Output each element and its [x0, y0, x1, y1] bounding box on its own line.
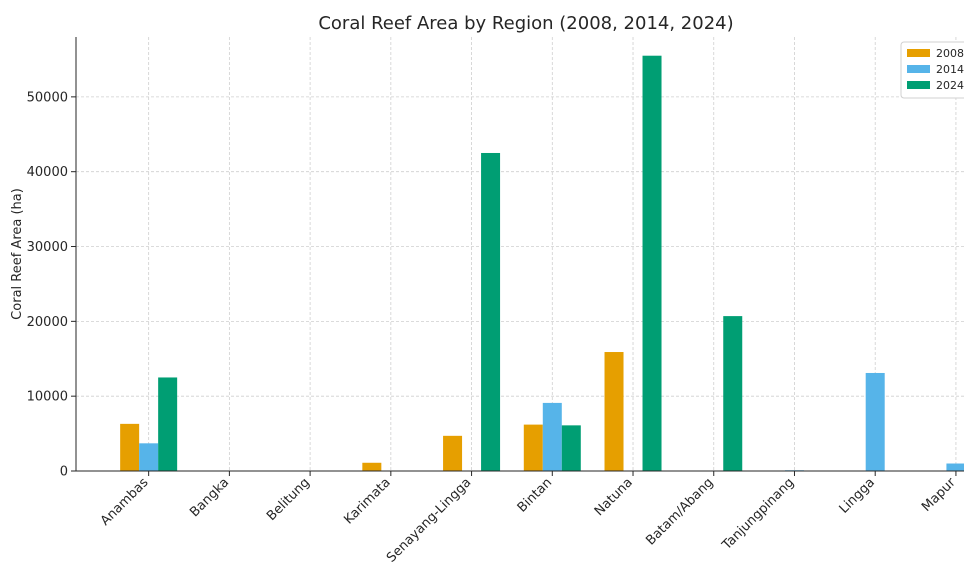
- bar-2024-batam-abang: [723, 316, 743, 471]
- x-axis-ticks: Anambas Bangka Belitung KarimataSenayang-Li…: [98, 471, 959, 565]
- legend-label: 2014: [936, 63, 964, 76]
- x-tick-label: Anambas: [98, 475, 152, 529]
- y-tick-label: 50000: [27, 90, 68, 105]
- y-tick-label: 20000: [27, 315, 68, 330]
- y-axis-ticks: 0 10000 20000 30000 40000 50000: [27, 90, 76, 480]
- bar-2024-anambas: [158, 377, 178, 471]
- y-tick-label: 10000: [27, 390, 68, 405]
- y-tick-label: 30000: [27, 240, 68, 255]
- x-tick-label: Natuna: [592, 475, 636, 519]
- bar-2024-senayang-lingga: [481, 152, 501, 471]
- x-tick-label: Karimata: [341, 475, 393, 527]
- bar-2014-bintan: [542, 402, 562, 471]
- bar-2008-bintan: [523, 424, 543, 471]
- chart-title: Coral Reef Area by Region (2008, 2014, 2…: [318, 13, 733, 34]
- legend: 2008 2014 2024: [900, 41, 964, 99]
- x-tick-label: Belitung: [264, 475, 313, 524]
- bar-2008-senayang-lingga: [443, 435, 463, 471]
- bars: [120, 55, 964, 471]
- y-tick-label: 0: [60, 465, 68, 480]
- legend-label: 2008: [936, 47, 964, 60]
- bar-2024-bintan: [561, 425, 581, 471]
- bar-2008-anambas: [120, 423, 140, 471]
- bar-2014-anambas: [139, 443, 159, 471]
- bar-2008-karimata: [362, 462, 382, 471]
- x-tick-label: Senayang-Lingga: [384, 475, 474, 565]
- x-tick-label: Lingga: [837, 475, 878, 516]
- x-tick-label: Batam/Abang: [643, 475, 716, 548]
- x-tick-label: Bintan: [515, 475, 555, 515]
- legend-swatch: [907, 49, 930, 57]
- x-tick-label: Mapur: [919, 475, 959, 515]
- legend-swatch: [907, 81, 930, 89]
- y-axis-title: Coral Reef Area (ha): [10, 188, 25, 320]
- x-tick-label: Tanjungpinang: [719, 475, 797, 553]
- x-tick-label: Bangka: [187, 475, 232, 520]
- bar-2014-lingga: [865, 372, 885, 471]
- bar-2008-natuna: [604, 352, 624, 471]
- bar-2014-mapur: [946, 463, 964, 471]
- y-tick-label: 40000: [27, 165, 68, 180]
- legend-label: 2024: [936, 79, 964, 92]
- legend-swatch: [907, 65, 930, 73]
- axes: [75, 37, 964, 472]
- grid: [76, 37, 964, 472]
- bar-2024-natuna: [642, 55, 662, 471]
